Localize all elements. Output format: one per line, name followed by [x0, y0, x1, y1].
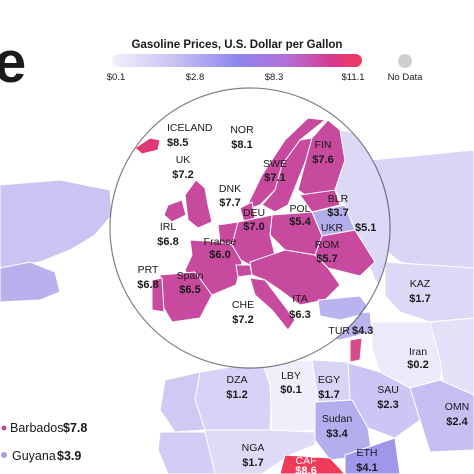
country-name: NGA [242, 442, 265, 454]
americas-land-south [0, 261, 61, 303]
uk-shape [184, 179, 213, 229]
country-name: IRL [160, 221, 177, 233]
country-value: $7.2 [232, 314, 253, 326]
legend-tick-1: $2.8 [186, 72, 205, 83]
country-name: PRT [138, 264, 159, 276]
country-value: $5.1 [355, 222, 376, 234]
world-labels: KAZ $1.7 TUR $4.3 Iran $0.2 DZA $1.2 LBY… [226, 278, 469, 474]
country-value: $4.3 [352, 325, 373, 337]
kaz-land [384, 261, 474, 323]
side-value: $7.8 [63, 421, 87, 435]
side-name: Guyana [12, 449, 56, 463]
country-value: $1.7 [318, 389, 339, 401]
country-value: $0.2 [407, 359, 428, 371]
country-name: UK [176, 154, 191, 166]
americas-land [0, 179, 113, 269]
legend-tick-0: $0.1 [107, 72, 126, 83]
title-fragment: e [0, 30, 26, 95]
no-data-label: No Data [388, 72, 424, 83]
country-name: CAF [296, 455, 317, 467]
country-value: $4.1 [356, 462, 377, 474]
country-name: SAU [377, 384, 399, 396]
inset-labels: ICELAND $8.5 NOR $8.1 UK $7.2 FIN $7.6 S… [137, 122, 376, 326]
country-name: DNK [219, 183, 241, 195]
caf-land [279, 454, 346, 474]
legend-title: Gasoline Prices, U.S. Dollar per Gallon [132, 39, 343, 51]
country-name: DZA [227, 374, 248, 386]
country-value: $3.7 [327, 207, 348, 219]
country-value: $0.1 [280, 384, 301, 396]
country-value: $2.4 [446, 416, 468, 428]
country-value: $7.7 [219, 197, 240, 209]
guyana-dot [1, 452, 7, 458]
legend-tick-3: $11.1 [341, 72, 364, 83]
country-value: $6.5 [179, 284, 200, 296]
iceland-shape [134, 137, 161, 155]
legend-tick-2: $8.3 [265, 72, 284, 83]
side-labels: Barbados $7.8 Guyana $3.9 [10, 421, 87, 463]
world-landmasses [0, 149, 474, 474]
legend: Gasoline Prices, U.S. Dollar per Gallon … [107, 39, 423, 83]
country-name: TUR [328, 325, 350, 337]
country-name: CHE [232, 299, 254, 311]
country-name: ROM [315, 239, 340, 251]
barbados-dot [1, 425, 7, 431]
legend-gradient-bar [112, 54, 362, 67]
side-name: Barbados [10, 421, 64, 435]
oman-land [409, 379, 474, 453]
italy-shape [249, 277, 296, 331]
country-value: $6.8 [157, 236, 178, 248]
country-name: ITA [292, 293, 308, 305]
country-value: $2.3 [377, 399, 398, 411]
country-name: OMN [445, 401, 470, 413]
country-value: $8.6 [295, 465, 316, 474]
country-value: $7.1 [264, 172, 285, 184]
westafrica-land [157, 431, 216, 474]
country-value: $1.7 [409, 293, 430, 305]
country-name: EGY [318, 374, 340, 386]
inset-circle-border [109, 87, 391, 369]
country-name: Iran [409, 346, 427, 358]
ireland-shape [163, 199, 187, 223]
country-value: $1.2 [226, 389, 247, 401]
country-name: FIN [315, 139, 332, 151]
side-value: $3.9 [57, 449, 81, 463]
country-value: $8.5 [167, 137, 188, 149]
country-name: POL [289, 203, 310, 215]
country-name: ICELAND [167, 122, 213, 134]
country-value: $6.0 [209, 249, 230, 261]
country-value: $5.7 [316, 253, 337, 265]
turkey-inset-shape [317, 295, 373, 321]
country-name: France [204, 236, 237, 248]
country-name: Spain [177, 270, 204, 282]
country-name: SWE [263, 158, 287, 170]
country-name: DEU [243, 207, 265, 219]
country-name: Sudan [322, 413, 353, 425]
country-value: $7.2 [172, 169, 193, 181]
norway-shape [244, 117, 327, 211]
country-value: $6.8 [137, 279, 158, 291]
ethiopia-land [344, 437, 401, 474]
country-value: $8.1 [231, 139, 252, 151]
portugal-shape [151, 277, 165, 313]
country-name: BLR [328, 193, 349, 205]
country-name: LBY [281, 370, 301, 382]
country-value: $5.4 [289, 216, 311, 228]
country-name: ETH [357, 447, 378, 459]
no-data-swatch [398, 54, 412, 68]
country-value: $3.4 [326, 428, 348, 440]
country-value: $6.3 [289, 309, 310, 321]
swiss-shape [235, 264, 253, 278]
country-value: $7.6 [312, 154, 333, 166]
levant-land [349, 337, 363, 363]
baltics-shape [299, 189, 341, 213]
country-name: NOR [230, 124, 254, 136]
country-value: $1.7 [242, 457, 263, 469]
europe-inset [109, 87, 391, 369]
country-name: UKR [321, 222, 344, 234]
country-value: $7.0 [243, 221, 264, 233]
country-name: KAZ [410, 278, 431, 290]
